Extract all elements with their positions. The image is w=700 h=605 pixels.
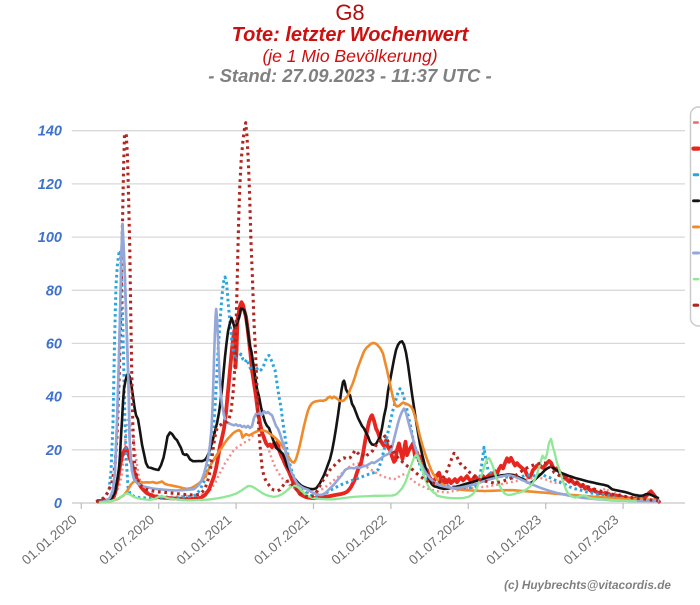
svg-text:100: 100 [38,230,62,246]
svg-text:80: 80 [46,283,62,299]
svg-text:(je 1 Mio Bevölkerung): (je 1 Mio Bevölkerung) [262,46,437,66]
svg-text:60: 60 [46,336,62,352]
svg-text:40: 40 [45,390,62,406]
svg-text:- Stand: 27.09.2023 - 11:37 UT: - Stand: 27.09.2023 - 11:37 UTC - [208,65,491,86]
svg-text:0: 0 [54,496,62,512]
svg-text:Tote: letzter Wochenwert: Tote: letzter Wochenwert [232,24,470,46]
svg-text:G8: G8 [335,0,364,25]
svg-text:120: 120 [38,177,62,193]
svg-text:(c) Huybrechts@vitacordis.de: (c) Huybrechts@vitacordis.de [504,578,671,592]
svg-text:140: 140 [38,124,62,140]
svg-text:20: 20 [45,443,62,459]
